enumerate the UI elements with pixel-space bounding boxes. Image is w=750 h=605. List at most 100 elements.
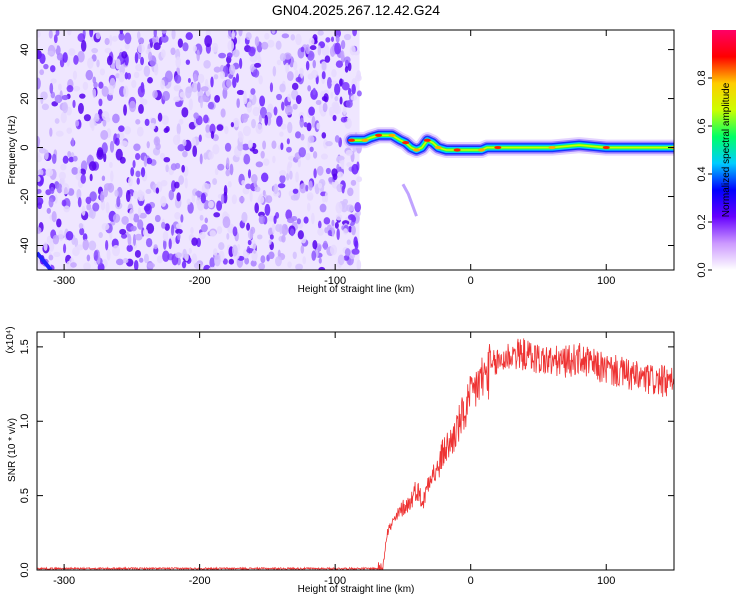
noise-blob (318, 257, 322, 264)
noise-blob (170, 224, 175, 236)
noise-blob (313, 37, 318, 44)
noise-blob (115, 137, 120, 146)
noise-blob (326, 77, 332, 89)
noise-blob (303, 216, 309, 224)
noise-blob (46, 235, 53, 244)
colorbar-tick-label: 0.6 (696, 118, 708, 133)
noise-blob (238, 30, 243, 37)
spec-ytick-label: 20 (19, 92, 31, 104)
noise-blob (79, 93, 86, 99)
noise-blob (281, 101, 285, 111)
noise-blob (267, 215, 275, 222)
noise-blob (241, 143, 250, 151)
noise-blob (272, 155, 276, 164)
noise-blob (231, 30, 235, 40)
noise-blob (146, 223, 155, 234)
noise-blob (321, 132, 327, 139)
noise-blob (161, 115, 169, 125)
signal-peak (434, 145, 442, 150)
noise-blob (258, 75, 263, 85)
noise-blob (198, 232, 206, 240)
noise-blob (133, 71, 140, 79)
noise-blob (37, 77, 41, 90)
noise-blob (249, 190, 253, 203)
noise-blob (307, 73, 314, 80)
noise-blob (85, 196, 92, 205)
noise-blob (247, 139, 253, 149)
noise-blob (130, 167, 135, 177)
noise-blob (263, 158, 270, 166)
noise-blob (319, 203, 327, 213)
snr-xtick-label: 100 (597, 575, 615, 587)
noise-blob (86, 203, 92, 211)
noise-blob (334, 42, 342, 55)
noise-blob (193, 73, 198, 83)
noise-blob (345, 100, 353, 108)
noise-blob (321, 195, 327, 203)
noise-blob (306, 202, 311, 212)
noise-blob (179, 91, 186, 98)
noise-blob (308, 180, 313, 191)
noise-blob (160, 195, 167, 208)
noise-blob (281, 223, 289, 236)
noise-blob (226, 79, 232, 88)
noise-blob (112, 245, 121, 257)
noise-blob (205, 132, 213, 139)
noise-blob (306, 192, 314, 200)
noise-blob (356, 90, 362, 97)
noise-blob (46, 207, 51, 214)
noise-blob (92, 202, 100, 212)
noise-blob (181, 260, 187, 269)
noise-blob (339, 96, 343, 105)
noise-blob (122, 257, 129, 264)
noise-blob (70, 262, 77, 268)
spec-xtick-label: 0 (468, 275, 474, 287)
noise-blob (325, 37, 331, 43)
noise-blob (56, 52, 64, 61)
noise-blob (178, 118, 184, 125)
noise-blob (356, 176, 363, 183)
noise-blob (200, 224, 208, 233)
noise-blob (198, 134, 202, 142)
noise-blob (299, 183, 307, 194)
noise-blob (287, 161, 293, 169)
noise-blob (222, 216, 231, 229)
noise-blob (37, 188, 42, 194)
noise-blob (152, 90, 158, 99)
noise-blob (254, 202, 259, 214)
noise-blob (341, 185, 345, 194)
noise-blob (244, 257, 250, 265)
noise-blob (63, 205, 70, 213)
noise-blob (177, 144, 186, 152)
noise-blob (334, 30, 342, 38)
noise-blob (105, 239, 109, 251)
noise-blob (171, 30, 176, 40)
noise-blob (317, 182, 323, 189)
noise-blob (253, 180, 257, 188)
spec-xtick-label: -100 (324, 275, 346, 287)
noise-blob (350, 179, 357, 186)
noise-blob (138, 37, 145, 45)
noise-blob (247, 239, 252, 246)
noise-blob (229, 163, 234, 176)
noise-blob (279, 53, 286, 62)
noise-blob (280, 142, 284, 151)
noise-blob (232, 244, 238, 257)
noise-blob (294, 131, 302, 139)
noise-blob (92, 88, 97, 99)
noise-blob (40, 95, 44, 105)
noise-blob (223, 185, 228, 196)
noise-blob (227, 181, 232, 188)
noise-blob (317, 227, 324, 236)
noise-blob (292, 251, 297, 260)
noise-blob (68, 48, 76, 56)
noise-blob (351, 83, 356, 95)
noise-blob (137, 43, 145, 54)
noise-blob (284, 105, 293, 116)
noise-blob (126, 72, 132, 80)
noise-blob (96, 149, 104, 160)
noise-blob (324, 55, 331, 63)
colorbar-gradient (712, 30, 736, 270)
noise-blob (62, 155, 69, 164)
